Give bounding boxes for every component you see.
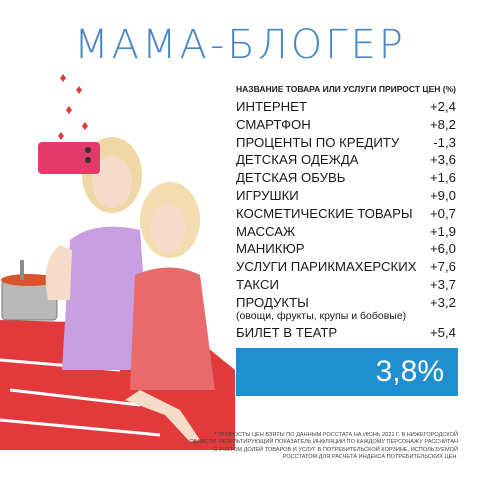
item-growth: +3,6	[429, 152, 456, 168]
table-row: МАССАЖ +1,9	[236, 223, 456, 241]
item-name: ИНТЕРНЕТ	[236, 99, 308, 114]
item-growth: -1,3	[433, 134, 456, 150]
page-title: МАМА-БЛОГЕР	[74, 22, 406, 68]
item-name: ДЕТСКАЯ ОДЕЖДА	[236, 152, 359, 168]
column-header-item: НАЗВАНИЕ ТОВАРА ИЛИ УСЛУГИ	[236, 84, 377, 94]
item-growth: +8,2	[429, 116, 456, 132]
item-name: МАНИКЮР	[236, 241, 305, 257]
mother-daughter-selfie-illustration	[0, 74, 235, 450]
item-name: ПРОЦЕНТЫ ПО КРЕДИТУ	[236, 134, 400, 150]
total-inflation-badge: 3,8%	[236, 348, 458, 396]
table-row: ПРОДУКТЫ +3,2	[236, 294, 456, 312]
item-name: ИГРУШКИ	[236, 187, 299, 203]
item-growth: +6,0	[429, 241, 456, 257]
table-row: ИГРУШКИ +9,0	[236, 187, 456, 205]
table-row: СМАРТФОН +8,2	[236, 116, 456, 134]
item-name: ПРОДУКТЫ	[236, 294, 309, 310]
table-header: НАЗВАНИЕ ТОВАРА ИЛИ УСЛУГИ ПРИРОСТ ЦЕН (…	[236, 84, 456, 94]
item-growth: +1,6	[429, 170, 456, 186]
item-note: (овощи, фрукты, крупы и бобовые)	[236, 309, 407, 322]
table-row: ПРОЦЕНТЫ ПО КРЕДИТУ -1,3	[236, 134, 456, 152]
item-growth: +2,4	[429, 99, 456, 114]
table-row: ДЕТСКАЯ ОБУВЬ +1,6	[236, 169, 456, 187]
table-row: ДЕТСКАЯ ОДЕЖДА +3,6	[236, 151, 456, 169]
item-growth: +7,6	[429, 259, 456, 275]
item-growth: +5,4	[429, 324, 456, 340]
table-row: УСЛУГИ ПАРИКМАХЕРСКИХ +7,6	[236, 258, 456, 276]
table-row: ИНТЕРНЕТ +2,4	[236, 98, 456, 116]
item-growth: +1,9	[429, 223, 456, 239]
total-inflation-value: 3,8%	[375, 355, 444, 388]
table-row: КОСМЕТИЧЕСКИЕ ТОВАРЫ +0,7	[236, 205, 456, 223]
item-growth: +0,7	[429, 205, 456, 221]
item-name: ДЕТСКАЯ ОБУВЬ	[236, 170, 346, 186]
item-name: БИЛЕТ В ТЕАТР	[236, 324, 338, 340]
hearts-decoration	[58, 74, 88, 140]
price-growth-table: НАЗВАНИЕ ТОВАРА ИЛИ УСЛУГИ ПРИРОСТ ЦЕН (…	[236, 84, 456, 341]
item-name: МАССАЖ	[236, 223, 296, 239]
item-growth: +3,2	[429, 294, 456, 310]
item-name: УСЛУГИ ПАРИКМАХЕРСКИХ	[236, 259, 417, 275]
table-row: БИЛЕТ В ТЕАТР +5,4	[236, 324, 456, 342]
item-name: КОСМЕТИЧЕСКИЕ ТОВАРЫ	[236, 205, 413, 221]
table-row: МАНИКЮР +6,0	[236, 240, 456, 258]
item-name: ТАКСИ	[236, 276, 279, 292]
footnote: * ПРИРОСТЫ ЦЕН ВЗЯТЫ ПО ДАННЫМ РОССТАТА …	[189, 432, 458, 461]
item-growth: +9,0	[429, 187, 456, 203]
table-row: ТАКСИ +3,7	[236, 276, 456, 294]
item-growth: +3,7	[429, 276, 456, 292]
column-header-growth: ПРИРОСТ ЦЕН (%)	[378, 84, 456, 94]
item-name: СМАРТФОН	[236, 116, 311, 132]
